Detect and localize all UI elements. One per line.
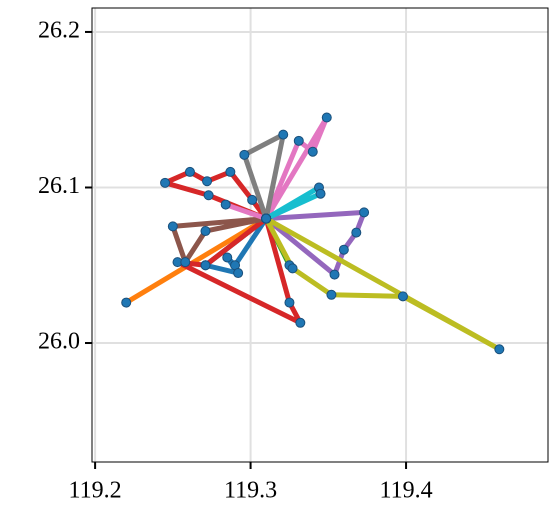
route-point bbox=[202, 176, 213, 187]
x-tick-label: 119.4 bbox=[379, 478, 432, 504]
route-point bbox=[326, 289, 337, 300]
route-line bbox=[263, 216, 502, 352]
route-point bbox=[494, 344, 505, 355]
route-point bbox=[307, 146, 318, 157]
route-point bbox=[287, 263, 298, 274]
route-point bbox=[160, 177, 171, 188]
route-point bbox=[261, 213, 272, 224]
y-tick-label: 26.2 bbox=[38, 17, 80, 43]
route-point bbox=[397, 291, 408, 302]
route-line bbox=[123, 216, 269, 306]
route-line bbox=[175, 216, 303, 326]
route-point bbox=[222, 252, 233, 263]
route-point bbox=[203, 190, 214, 201]
route-point bbox=[200, 226, 211, 237]
route-point bbox=[220, 199, 231, 210]
route-point bbox=[239, 149, 250, 160]
route-line bbox=[263, 209, 367, 278]
route-point bbox=[278, 129, 289, 140]
route-point bbox=[167, 221, 178, 232]
route-line bbox=[162, 169, 269, 222]
route-point bbox=[293, 135, 304, 146]
plot-frame bbox=[91, 7, 549, 463]
route-point bbox=[180, 257, 191, 268]
route-point bbox=[338, 244, 349, 255]
x-tick-label: 119.2 bbox=[69, 478, 122, 504]
route-point bbox=[225, 166, 236, 177]
route-point bbox=[295, 317, 306, 328]
route-point bbox=[315, 188, 326, 199]
y-tick-label: 26.0 bbox=[38, 329, 80, 355]
y-tick-label: 26.1 bbox=[38, 173, 80, 199]
route-point bbox=[329, 269, 340, 280]
route-point bbox=[247, 194, 258, 205]
route-point bbox=[121, 297, 132, 308]
route-point bbox=[200, 260, 211, 271]
route-point bbox=[359, 207, 370, 218]
x-tick-label: 119.3 bbox=[224, 478, 277, 504]
route-line bbox=[241, 132, 286, 222]
route-point bbox=[233, 268, 244, 279]
route-point bbox=[321, 112, 332, 123]
route-point bbox=[184, 166, 195, 177]
route-point bbox=[284, 297, 295, 308]
route-point bbox=[351, 227, 362, 238]
